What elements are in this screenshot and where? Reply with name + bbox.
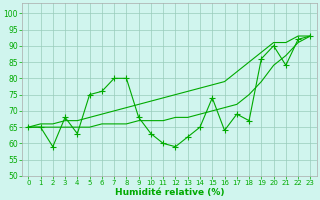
- X-axis label: Humidité relative (%): Humidité relative (%): [115, 188, 224, 197]
